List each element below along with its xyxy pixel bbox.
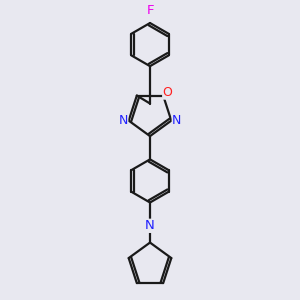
Text: N: N: [145, 219, 155, 232]
Text: N: N: [118, 114, 128, 127]
Text: F: F: [146, 4, 154, 17]
Text: N: N: [172, 114, 182, 127]
Text: O: O: [163, 86, 172, 99]
